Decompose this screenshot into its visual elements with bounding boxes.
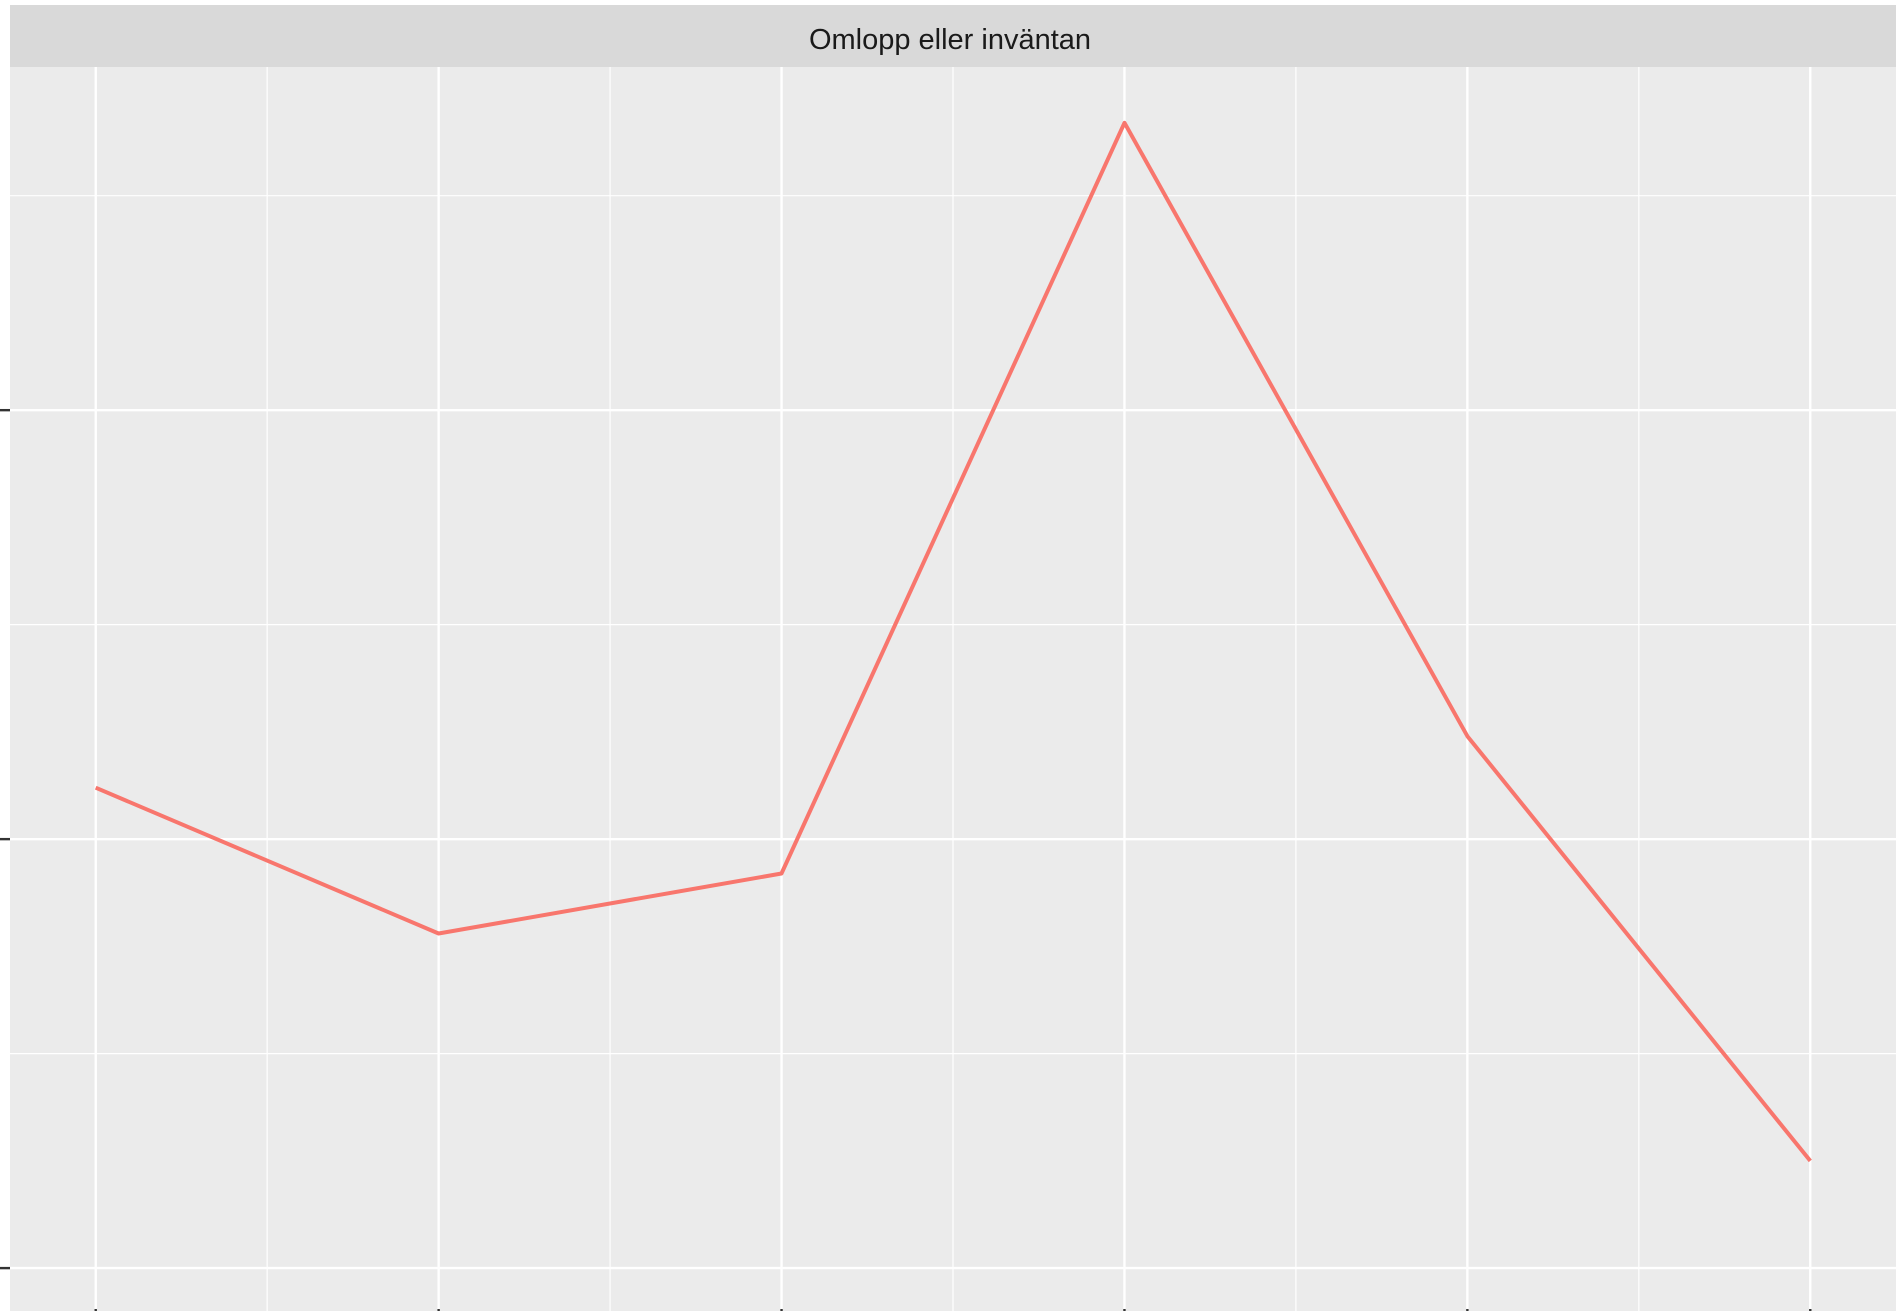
facet-label: Omlopp eller inväntan [809, 24, 1091, 56]
facet-strip [10, 5, 1896, 67]
series-line-1 [94, 120, 1812, 1163]
grid-major [10, 67, 1896, 1311]
axis-ticks [0, 408, 1812, 1311]
grid-minor [10, 67, 1896, 1311]
series-group [94, 120, 1812, 1163]
